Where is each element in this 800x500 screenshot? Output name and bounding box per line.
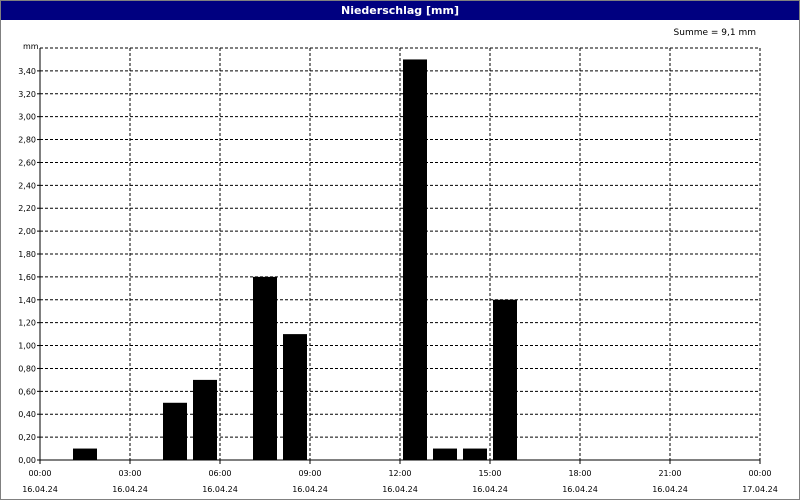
y-tick-label: 2,60	[18, 158, 36, 167]
y-tick-label: 3,00	[18, 113, 36, 122]
y-tick-label: 0,20	[18, 433, 36, 442]
x-tick-time: 03:00	[118, 469, 141, 478]
x-tick-time: 09:00	[298, 469, 321, 478]
x-tick-time: 21:00	[658, 469, 681, 478]
x-tick-date: 16.04.24	[292, 485, 328, 494]
bar	[73, 448, 97, 460]
y-tick-label: 1,60	[18, 273, 36, 282]
x-tick-time: 06:00	[208, 469, 231, 478]
y-tick-label: 0,60	[18, 387, 36, 396]
x-tick-date: 16.04.24	[202, 485, 238, 494]
x-tick-date: 16.04.24	[562, 485, 598, 494]
bar	[493, 299, 517, 460]
bar	[163, 402, 187, 460]
y-tick-label: 1,20	[18, 319, 36, 328]
y-tick-label: 1,00	[18, 342, 36, 351]
y-tick-label: 2,40	[18, 181, 36, 190]
x-tick-time: 00:00	[748, 469, 771, 478]
x-tick-time: 18:00	[568, 469, 591, 478]
y-tick-label: 1,40	[18, 296, 36, 305]
x-tick-date: 16.04.24	[112, 485, 148, 494]
sum-annotation: Summe = 9,1 mm	[674, 28, 756, 38]
x-tick-time: 12:00	[388, 469, 411, 478]
x-tick-time: 00:00	[28, 469, 51, 478]
x-tick-date: 16.04.24	[652, 485, 688, 494]
x-tick-date: 16.04.24	[472, 485, 508, 494]
bar	[403, 59, 427, 460]
chart-title: Niederschlag [mm]	[1, 1, 799, 20]
y-tick-label: 2,80	[18, 136, 36, 145]
y-tick-label: 3,40	[18, 67, 36, 76]
bar	[433, 448, 457, 460]
x-tick-date: 16.04.24	[382, 485, 418, 494]
x-tick-labels: 00:00 16.04.24 03:00 16.04.24 06:00 16.04.24 0…	[22, 469, 778, 494]
bar	[193, 379, 217, 460]
y-tick-label: 0,80	[18, 364, 36, 373]
x-tick-date: 17.04.24	[742, 485, 778, 494]
y-tick-label: 1,80	[18, 250, 36, 259]
y-tick-labels: 0,00 0,20 0,40 0,60 0,80 1,00 1,20 1,40 1,60 1,80…	[18, 67, 36, 465]
bars	[73, 59, 517, 460]
y-tick-label: 3,20	[18, 90, 36, 99]
bar	[463, 448, 487, 460]
y-axis-label: mm	[23, 42, 39, 51]
grid-lines	[37, 47, 761, 464]
y-tick-label: 0,40	[18, 410, 36, 419]
y-tick-label: 2,00	[18, 227, 36, 236]
bar	[283, 334, 307, 460]
y-tick-label: 0,00	[18, 456, 36, 465]
y-tick-label: 2,20	[18, 204, 36, 213]
x-tick-date: 16.04.24	[22, 485, 58, 494]
x-tick-time: 15:00	[478, 469, 501, 478]
bar	[253, 276, 277, 460]
